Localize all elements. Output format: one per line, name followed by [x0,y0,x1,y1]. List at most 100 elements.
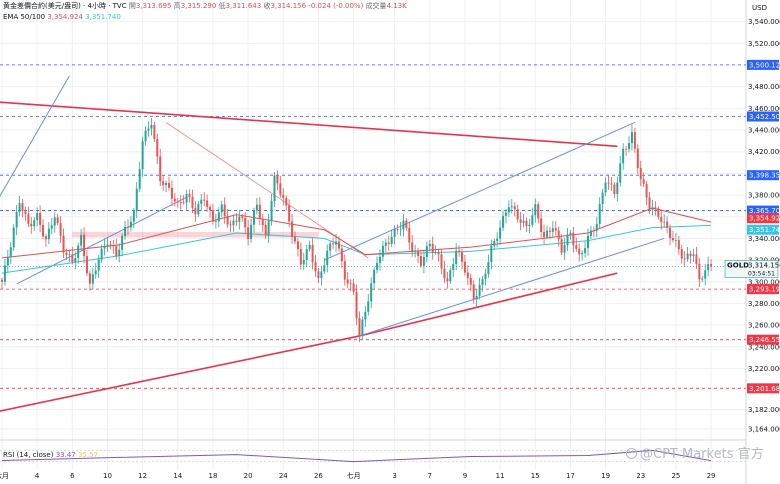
resistance-zone [72,231,319,238]
candle-body [674,240,677,241]
candle-body [226,216,229,225]
trendline [0,75,70,197]
candle-body [472,284,475,300]
x-tick-label: 25 [671,472,680,480]
candle-body [258,204,261,219]
ema-legend[interactable]: EMA 50/100 3,354.924 3,351.740 [3,13,121,22]
x-tick-label: 12 [138,472,147,480]
candle-body [610,183,613,185]
candle-body [502,215,505,228]
candle-body [302,260,305,265]
candle-body [165,182,168,186]
candle-body [121,235,124,250]
candle-body [660,216,663,223]
level-tag [747,334,779,345]
candle-body [47,228,50,240]
candle-body [124,226,127,236]
candle-body [589,230,592,236]
candle-body [628,143,631,150]
watermark-icon [626,448,637,459]
currency-label: USD [752,4,767,12]
high-label: 高 [173,2,181,10]
candle-body [282,194,285,198]
candle-body [560,239,563,253]
y-tick-label: 3,440.000 [748,127,780,135]
candle-body [317,271,320,279]
y-tick-label: 3,460.000 [748,105,780,113]
candle-body [592,230,595,232]
candle-body [531,215,534,225]
candle-body [294,236,296,242]
candle-body [153,124,156,139]
x-tick-label: 4 [35,472,40,480]
change-value: -0.024 (-0.00%) [308,2,364,10]
level-tag-label: 3,500.120 [749,61,780,69]
candle-body [279,183,282,195]
y-tick-label: 3,300.000 [748,278,780,286]
candle-body [103,245,106,249]
candle-body [68,254,71,255]
rsi-legend[interactable]: RSI (14, close) 33.47 35.57 [3,451,98,459]
candle-body [159,156,162,182]
candle-body [106,244,109,246]
candle-body [261,218,264,226]
candle-body [276,175,279,184]
candle-body [604,182,607,193]
candle-body [94,270,97,275]
candle-body [129,221,132,228]
candle-body [651,207,654,210]
level-tag-label: 3,398.350 [749,172,780,180]
candle-body [422,257,425,266]
candle-body [437,252,440,255]
symbol-title[interactable]: 黄金差價合約(美元/盎司) · 4小時 · TVC [3,2,127,10]
volume-label: 成交量 [365,2,387,10]
x-tick-label: 六月 [0,471,9,480]
x-tick-label: 29 [707,472,716,480]
candle-body [232,220,235,226]
candle-body [387,242,390,244]
candle-body [537,204,540,219]
candle-body [223,204,226,217]
candle-body [176,201,179,203]
candle-body [584,248,587,254]
candle-body [548,230,551,232]
x-tick-label: 20 [244,472,253,480]
candle-body [346,279,349,284]
y-tick-label: 3,480.000 [748,83,780,91]
candle-body [630,132,633,144]
candle-body [499,227,502,239]
y-tick-label: 3,540.000 [748,18,780,26]
candle-body [6,257,9,266]
candle-body [642,179,645,185]
candle-body [393,229,396,237]
high-value: 3,315.290 [180,2,217,10]
x-tick-label: 19 [601,472,610,480]
low-label: 低 [218,2,226,10]
close-value: 3,314.156 [270,2,307,10]
candle-body [419,256,422,266]
y-tick-label: 3,220.000 [748,365,780,373]
level-tag [747,170,779,181]
candle-body [264,225,267,236]
level-tag-label: 3,452.500 [749,113,780,121]
y-tick-label: 3,182.000 [748,406,780,414]
trendline [0,335,360,412]
volume-value: 4.13K [386,2,407,10]
candle-body [601,192,604,205]
level-tag [747,383,779,394]
candle-body [30,223,33,227]
candle-body [247,227,250,239]
candle-body [24,211,27,214]
candle-body [701,278,704,280]
x-tick-label: 17 [566,472,575,480]
candle-body [364,311,367,320]
candle-body [296,241,299,250]
candle-body [504,212,507,216]
candle-body [405,220,408,228]
candle-body [689,253,692,257]
ema-price-tag [747,213,779,224]
rsi-line [1,449,712,463]
candle-body [534,204,537,216]
